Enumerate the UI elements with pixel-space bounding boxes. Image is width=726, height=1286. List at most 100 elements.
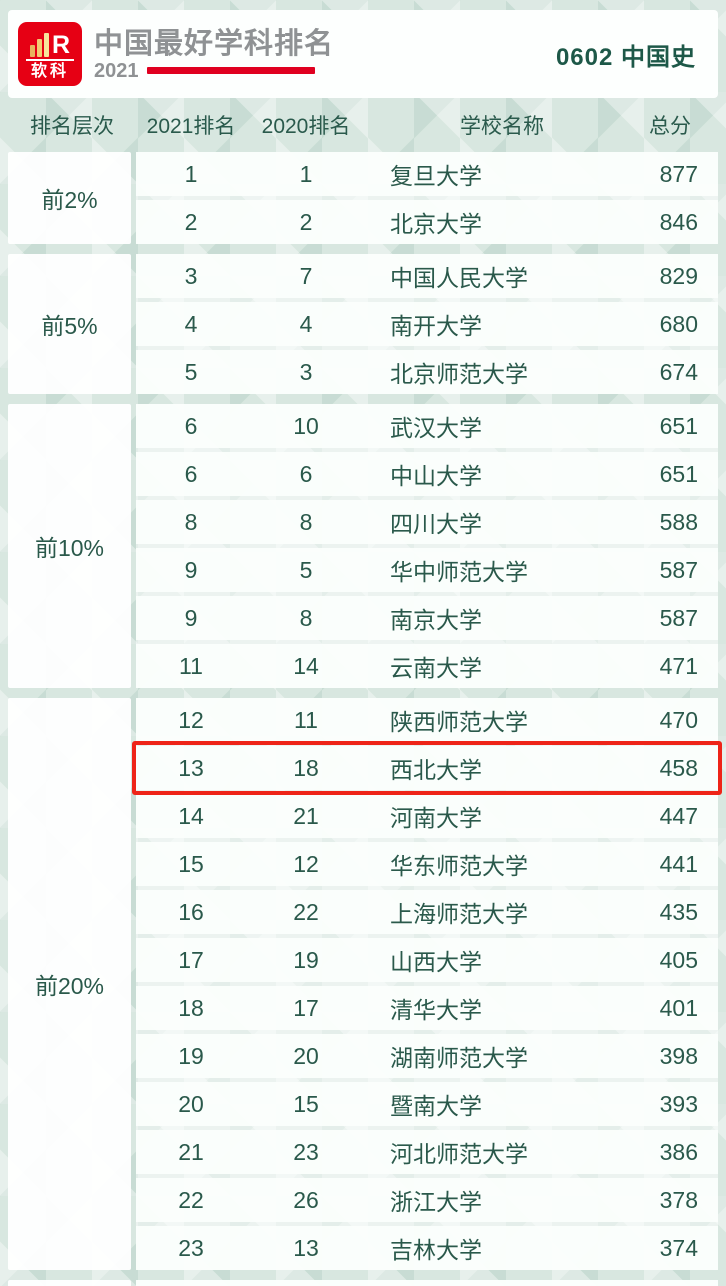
logo-letter: R [51,31,71,59]
school-name-cell: 湖南师范大学 [390,1045,528,1071]
table-row[interactable]: 3 7 中国人民大学 829 [136,254,718,298]
school-name-cell: 四川大学 [390,511,482,537]
rank-2021-cell: 11 [179,652,203,679]
column-header-rank-2021: 2021排名 [146,115,236,138]
rank-2021-cell: 13 [178,754,204,781]
rank-2020-cell: 17 [293,994,319,1021]
table-row[interactable]: 12 11 陕西师范大学 470 [136,698,718,742]
table-row[interactable]: 6 10 武汉大学 651 [136,404,718,448]
tier-group: 前10% 6 10 武汉大学 651 6 6 中山大学 651 8 8 四川大学… [8,404,718,688]
table-row[interactable]: 13 18 西北大学 458 [132,741,722,795]
rank-2021-cell: 2 [184,208,198,235]
rank-2020-cell: 7 [299,262,313,289]
score-cell: 405 [659,946,698,973]
score-cell: 401 [659,994,698,1021]
score-cell: 674 [659,358,698,385]
rank-2020-cell: 22 [293,898,319,925]
tier-group: 前2% 1 1 复旦大学 877 2 2 北京大学 846 [8,152,718,244]
rank-2021-cell: 12 [178,706,204,733]
table-row[interactable]: 14 21 河南大学 447 [136,794,718,838]
rank-2021-cell: 5 [184,358,198,385]
rank-2021-cell: 14 [178,802,204,829]
table-row[interactable]: 4 4 南开大学 680 [136,302,718,346]
rank-2020-cell: 3 [299,358,313,385]
score-cell: 398 [659,1042,698,1069]
score-cell: 386 [659,1138,698,1165]
table-row[interactable]: 19 20 湖南师范大学 398 [136,1034,718,1078]
score-cell: 374 [659,1234,698,1261]
tier-label: 前5% [8,254,131,394]
table-row[interactable]: 18 17 清华大学 401 [136,986,718,1030]
column-header-rank-2020: 2020排名 [261,115,351,138]
rank-2021-cell: 20 [178,1090,204,1117]
school-name-cell: 暨南大学 [390,1093,482,1119]
table-row[interactable]: 17 19 山西大学 405 [136,938,718,982]
rank-2021-cell: 9 [184,604,198,631]
school-name-cell: 南开大学 [390,313,482,339]
rank-2020-cell: 19 [293,946,319,973]
table-row[interactable]: 9 8 南京大学 587 [136,596,718,640]
table-row[interactable]: 6 6 中山大学 651 [136,452,718,496]
school-name-cell: 河南大学 [390,805,482,831]
table-row[interactable]: 2 2 北京大学 846 [136,200,718,244]
school-name-cell: 陕西师范大学 [390,709,528,735]
rank-2020-cell: 5 [299,556,313,583]
rank-2021-cell: 22 [178,1186,204,1213]
rank-2020-cell: 13 [293,1234,319,1261]
group-rows: 12 11 陕西师范大学 470 13 18 西北大学 458 14 21 河南… [132,698,722,1270]
score-cell: 680 [659,310,698,337]
score-cell: 588 [659,508,698,535]
tier-group: 前20% 12 11 陕西师范大学 470 13 18 西北大学 458 14 … [8,698,722,1270]
group-rows: 6 10 武汉大学 651 6 6 中山大学 651 8 8 四川大学 588 … [136,404,718,688]
table-row[interactable]: 8 8 四川大学 588 [136,500,718,544]
table-column-headers: 排名层次 2021排名 2020排名 学校名称 总分 [8,98,718,152]
rank-2020-cell: 23 [293,1138,319,1165]
school-name-cell: 武汉大学 [390,415,482,441]
group-rows: 1 1 复旦大学 877 2 2 北京大学 846 [136,152,718,244]
accent-underline [146,67,315,74]
rank-2021-cell: 4 [184,310,198,337]
group-rows: 3 7 中国人民大学 829 4 4 南开大学 680 5 3 北京师范大学 6… [136,254,718,394]
score-cell: 829 [659,262,698,289]
score-cell: 393 [659,1090,698,1117]
subject-badge: 0602 中国史 [555,43,696,71]
table-row[interactable]: 16 22 上海师范大学 435 [136,890,718,934]
ranking-table-body: 前2% 1 1 复旦大学 877 2 2 北京大学 846 前5% 3 7 中国… [8,152,722,1270]
rank-2020-cell: 6 [299,460,313,487]
rank-2021-cell: 16 [178,898,204,925]
score-cell: 441 [659,850,698,877]
table-row[interactable]: 21 23 河北师范大学 386 [136,1130,718,1174]
school-name-cell: 复旦大学 [390,163,482,189]
school-name-cell: 北京大学 [390,211,482,237]
school-name-cell: 北京师范大学 [390,361,528,387]
rank-2021-cell: 6 [184,460,198,487]
score-cell: 447 [659,802,698,829]
rank-2020-cell: 4 [299,310,313,337]
rank-2020-cell: 11 [294,706,318,733]
rank-2020-cell: 8 [299,604,313,631]
rank-2021-cell: 1 [184,160,198,187]
rank-2020-cell: 2 [299,208,313,235]
logo-brand-text: 软科 [30,63,69,80]
year-label: 2021 [94,59,139,82]
table-row[interactable]: 1 1 复旦大学 877 [136,152,718,196]
table-row[interactable]: 5 3 北京师范大学 674 [136,350,718,394]
school-name-cell: 吉林大学 [390,1237,482,1263]
tier-label: 前2% [8,152,131,244]
tier-group: 前5% 3 7 中国人民大学 829 4 4 南开大学 680 5 3 北京师范… [8,254,718,394]
table-row[interactable]: 20 15 暨南大学 393 [136,1082,718,1126]
rank-2021-cell: 3 [184,262,198,289]
table-row[interactable]: 23 13 吉林大学 374 [136,1226,718,1270]
ruanke-logo: R 软科 [18,22,82,86]
school-name-cell: 华中师范大学 [390,559,528,585]
table-row[interactable]: 9 5 华中师范大学 587 [136,548,718,592]
next-group-sliver [8,1280,718,1286]
table-row[interactable]: 22 26 浙江大学 378 [136,1178,718,1222]
rank-2020-cell: 10 [293,412,319,439]
school-name-cell: 山西大学 [390,949,482,975]
table-row[interactable]: 11 14 云南大学 471 [136,644,718,688]
table-row[interactable]: 15 12 华东师范大学 441 [136,842,718,886]
title-block: 中国最好学科排名 2021 [94,28,334,81]
rank-2021-cell: 18 [178,994,204,1021]
